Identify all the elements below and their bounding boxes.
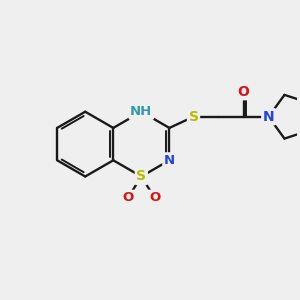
Text: O: O [149,191,160,204]
Text: N: N [263,110,274,124]
Text: O: O [238,85,250,99]
Text: S: S [136,169,146,184]
Text: N: N [164,154,175,167]
Text: O: O [122,191,134,204]
Text: S: S [188,110,199,124]
Text: NH: NH [130,105,152,118]
